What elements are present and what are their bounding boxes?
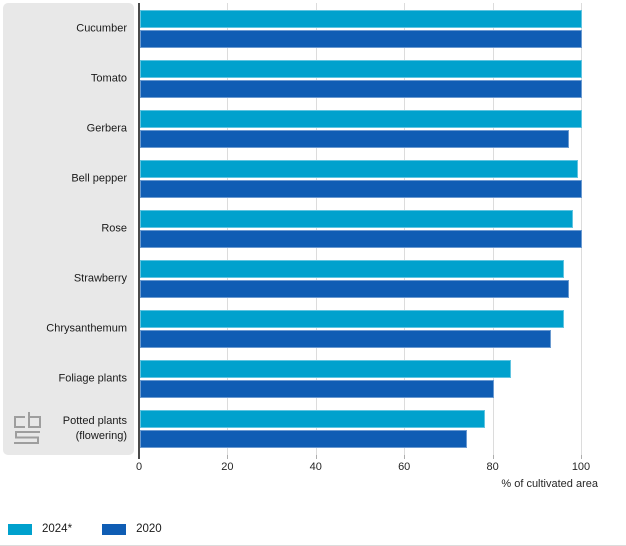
x-axis-zero-line [138,3,140,459]
category-label-strawberry: Strawberry [73,272,127,285]
legend-swatch-2020 [102,523,127,535]
legend-swatch-2024 [8,523,32,535]
x-axis-title: % of cultivated area [501,478,598,490]
tick-mark-x-40 [315,455,317,459]
tick-label-x-0: 0 [135,461,143,473]
bar-2024-tomato[interactable] [140,60,582,78]
category-label-tomato: Tomato [90,72,127,85]
bar-2020-cucumber[interactable] [140,30,582,48]
category-label-bell-pepper: Bell pepper [71,172,127,185]
bar-2024-potted-plants-flowering-[interactable] [140,410,485,428]
bar-2024-foliage-plants[interactable] [140,360,512,378]
cbs-logo-icon [14,412,41,444]
tick-label-x-20: 20 [221,461,234,473]
category-label-cucumber: Cucumber [76,22,127,35]
gridline-x-60 [404,3,406,455]
category-label-rose: Rose [101,222,127,235]
category-label-gerbera: Gerbera [86,122,127,135]
bar-2020-potted-plants-flowering-[interactable] [140,430,468,448]
tick-label-x-60: 60 [398,461,411,473]
bar-2024-cucumber[interactable] [140,10,582,28]
bar-2020-rose[interactable] [140,230,582,248]
gridline-x-20 [227,3,229,455]
category-panel [3,3,134,455]
tick-label-x-40: 40 [309,461,322,473]
tick-label-x-100: 100 [571,461,591,473]
legend-label-2020: 2020 [136,523,162,535]
gridline-x-40 [315,3,317,455]
category-label-chrysanthemum: Chrysanthemum [46,322,127,335]
bar-2020-chrysanthemum[interactable] [140,330,552,348]
bar-2020-foliage-plants[interactable] [140,380,494,398]
bar-2024-gerbera[interactable] [140,110,582,128]
bar-2020-bell-pepper[interactable] [140,180,582,198]
tick-mark-x-20 [227,455,229,459]
legend: 2024* 2020 [8,523,192,535]
tick-mark-x-80 [492,455,494,459]
category-label-foliage-plants: Foliage plants [58,372,128,385]
bar-2020-gerbera[interactable] [140,130,569,148]
bar-2024-chrysanthemum[interactable] [140,310,565,328]
bar-2020-strawberry[interactable] [140,280,569,298]
bar-2024-bell-pepper[interactable] [140,160,578,178]
tick-label-x-80: 80 [486,461,499,473]
legend-label-2024: 2024* [42,523,73,535]
legend-item-2020[interactable]: 2020 [102,523,162,535]
category-label-potted-plants-flowering-: Potted plants (flowering) [62,415,127,442]
bar-2024-strawberry[interactable] [140,260,565,278]
gridline-x-100 [581,3,582,455]
legend-item-2024[interactable]: 2024* [8,523,72,535]
tick-mark-x-100 [581,455,582,459]
tick-mark-x-60 [404,455,406,459]
bar-2024-rose[interactable] [140,210,574,228]
bar-2020-tomato[interactable] [140,80,582,98]
gridline-x-80 [492,3,494,455]
